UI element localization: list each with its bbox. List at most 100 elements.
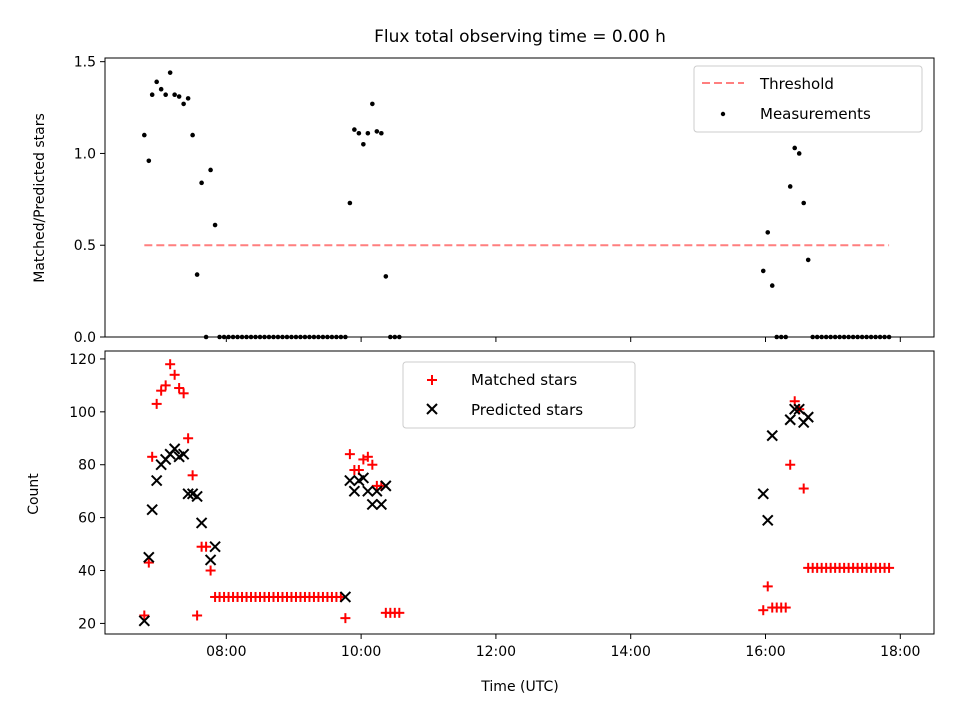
ratio-marks	[142, 70, 892, 340]
predicted-star-stroke-b	[375, 498, 388, 511]
measurement-point	[194, 272, 200, 277]
measurement-point	[760, 268, 766, 274]
measurement-point	[379, 130, 384, 136]
predicted-star-point	[793, 403, 805, 415]
legend-threshold-label: Threshold	[759, 75, 834, 93]
legend-measurements-swatch	[720, 111, 726, 117]
predicted-star-stroke-b	[186, 488, 199, 500]
ratio-y-tick-label: 1.5	[74, 55, 96, 71]
predicted-star-stroke-b	[793, 403, 805, 415]
predicted-star-stroke-b	[784, 414, 796, 426]
measurement-point	[212, 222, 218, 228]
count-x-tick-label: 08:00	[206, 644, 246, 660]
measurement-point	[176, 94, 182, 99]
measurement-point	[158, 86, 164, 92]
matched-star-point	[780, 602, 791, 613]
measurement-point	[199, 180, 204, 186]
predicted-star-stroke-b	[757, 488, 769, 500]
matched-star-point	[187, 470, 198, 481]
predicted-star-stroke-b	[150, 474, 163, 487]
matched-star-point	[362, 451, 373, 462]
ratio-legend: Threshold Measurements	[693, 65, 923, 133]
measurement-point	[352, 127, 357, 132]
matched-star-point	[201, 541, 212, 552]
ratio-x-ticks	[225, 337, 901, 342]
predicted-star-point	[762, 514, 774, 526]
matched-star-point	[156, 385, 167, 396]
count-y-tick-label: 100	[69, 405, 96, 421]
measurement-point	[208, 167, 213, 173]
ratio-y-tick-label: 1.0	[74, 146, 96, 162]
predicted-star-point	[339, 591, 352, 603]
measurement-point	[365, 130, 371, 136]
count-y-axis-label: Count	[26, 473, 42, 515]
matched-star-point	[143, 557, 154, 568]
ratio-legend-box	[693, 65, 923, 133]
predicted-star-stroke-b	[138, 615, 151, 627]
matched-star-point	[340, 613, 351, 624]
measurement-point	[185, 96, 191, 101]
count-y-tick-label: 20	[78, 616, 96, 632]
measurement-point	[805, 257, 811, 263]
matched-star-point	[762, 581, 773, 592]
ratio-y-tick-label: 0.5	[74, 238, 96, 254]
count-y-ticks: 20 40 60 80 100 120	[69, 352, 105, 632]
measurement-point	[167, 70, 173, 75]
measurement-point	[163, 92, 168, 98]
ratio-axes-frame	[104, 57, 935, 338]
predicted-star-point	[380, 480, 392, 492]
legend-matched-swatch	[427, 375, 437, 385]
measurement-point	[181, 101, 186, 107]
count-x-tick-label: 18:00	[880, 644, 920, 660]
predicted-star-point	[757, 488, 769, 500]
measurement-point	[765, 230, 771, 235]
predicted-star-point	[357, 472, 370, 484]
count-x-tick-label: 16:00	[745, 644, 785, 660]
predicted-star-stroke-b	[177, 448, 190, 460]
predicted-star-stroke-b	[357, 472, 370, 484]
predicted-star-point	[802, 411, 814, 423]
matched-star-point	[139, 610, 150, 621]
predicted-star-stroke-b	[195, 517, 208, 529]
measurement-point	[769, 283, 775, 288]
count-y-tick-label: 120	[69, 352, 96, 368]
chart-title: Flux total observing time = 0.00 h	[374, 27, 666, 47]
predicted-star-point	[366, 498, 379, 511]
measurement-point	[356, 130, 362, 136]
matched-star-point	[174, 383, 185, 394]
measurement-point	[154, 79, 159, 85]
predicted-star-point	[784, 414, 796, 426]
predicted-star-stroke-b	[362, 485, 374, 497]
predicted-star-point	[371, 485, 383, 497]
predicted-star-stroke-b	[789, 403, 801, 415]
predicted-star-point	[168, 443, 181, 455]
predicted-star-stroke-b	[339, 591, 352, 603]
predicted-star-stroke-b	[380, 480, 392, 492]
measurement-point	[172, 92, 177, 98]
predicted-star-point	[138, 615, 151, 627]
predicted-star-stroke-b	[766, 429, 778, 442]
measurement-point	[146, 158, 152, 164]
predicted-star-point	[789, 403, 801, 415]
measurement-point	[190, 132, 195, 138]
predicted-star-stroke-b	[371, 485, 383, 497]
matched-star-point	[205, 565, 216, 576]
predicted-star-stroke-b	[146, 503, 158, 516]
count-legend: Matched stars Predicted stars	[402, 361, 636, 429]
predicted-star-stroke-b	[168, 443, 181, 455]
count-legend-box	[402, 361, 636, 429]
predicted-star-point	[177, 448, 190, 460]
predicted-star-point	[209, 541, 221, 553]
matched-star-point	[183, 433, 194, 444]
predicted-star-stroke-b	[182, 488, 194, 500]
count-panel: 20 40 60 80 100 120 08:00 10:00 12:00 14:00 16:00…	[26, 350, 935, 695]
measurement-point	[370, 101, 375, 107]
measurement-point	[383, 274, 389, 279]
matched-star-point	[758, 605, 769, 616]
matched-star-point	[367, 459, 378, 470]
predicted-star-stroke-b	[366, 498, 379, 511]
predicted-star-point	[182, 488, 194, 500]
predicted-star-stroke-b	[204, 554, 217, 566]
predicted-star-point	[195, 517, 208, 529]
